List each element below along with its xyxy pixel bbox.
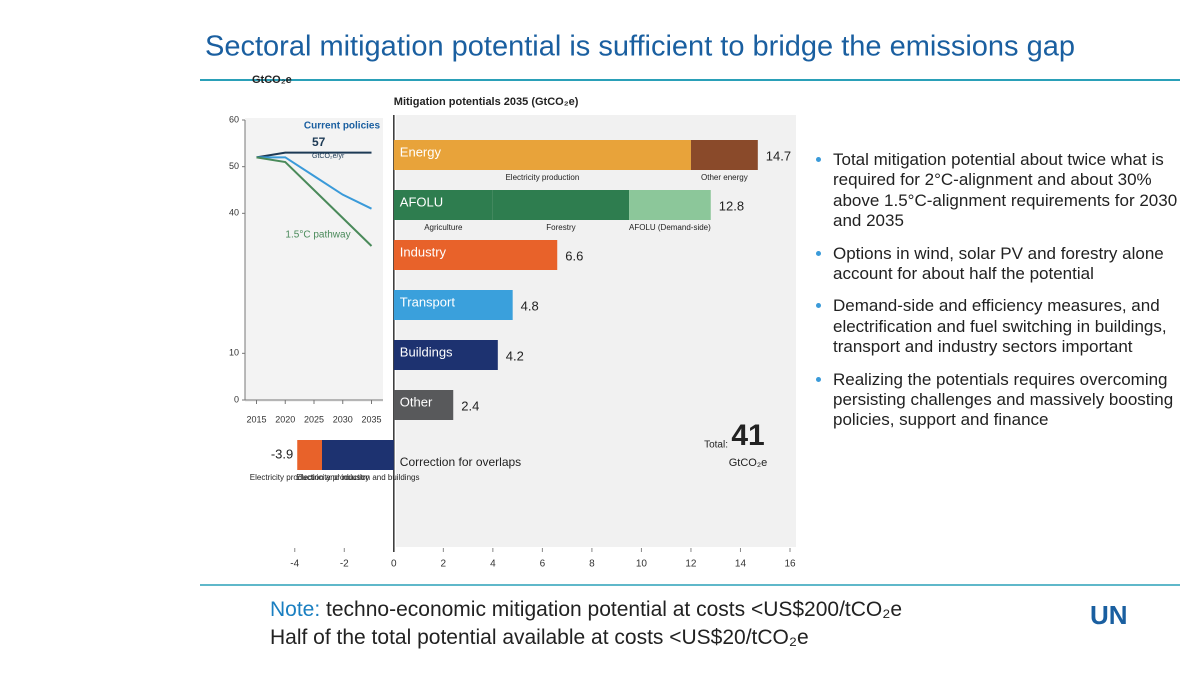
bar-segment [629,190,711,220]
slide-title: Sectoral mitigation potential is suffici… [205,31,1075,63]
segment-label: AFOLU (Demand-side) [629,223,711,232]
segment-label: Forestry [546,223,575,232]
x-tick-label: 2025 [304,414,324,424]
x-tick-label: 12 [685,559,697,570]
bar-segment [297,440,322,470]
x-tick-label: 2030 [333,414,353,424]
total-value: 41 [731,419,764,452]
note-line: Half of the total potential available at… [270,626,809,650]
series-line [256,151,372,159]
segment-label: Electricity production and buildings [296,473,419,482]
series-label: Current policies [304,121,381,132]
bar-segment [393,290,513,320]
category-label: Industry [400,244,447,259]
x-tick-label: 2 [441,559,447,570]
x-tick-label: 2015 [246,414,266,424]
series-label: 1.5°C pathway [285,230,350,241]
bar-panel [396,115,796,547]
category-label: AFOLU [400,194,443,209]
logo: UN [1090,600,1128,630]
bullet-list: Total mitigation potential about twice w… [815,150,1193,443]
annotation: 57 [312,135,326,149]
bar-segment [690,140,758,170]
segment-label: Electricity production and industry [250,473,370,482]
y-tick-label: 10 [229,348,239,358]
x-tick-label: 0 [391,559,397,570]
note: Note: techno-economic mitigation potenti… [270,596,902,653]
bar-total: 2.4 [461,398,479,413]
category-label: Other [400,394,433,409]
x-tick-label: 10 [636,559,648,570]
segment-label: Electricity production [505,173,579,182]
chart-title: Mitigation potentials 2035 (GtCO₂e) [394,96,579,108]
y-tick-label: 0 [234,394,239,404]
x-tick-label: 16 [784,559,796,570]
total-label: Total: [704,440,728,451]
bar-segment [393,190,493,220]
category-label: Transport [400,294,456,309]
series-line [256,156,372,210]
bar-segment [393,140,691,170]
bar-total: 6.6 [565,248,583,263]
bar-segment [393,390,454,420]
line-panel [245,118,383,402]
annotation: GtCO₂e/yr [312,153,345,160]
bar-total: -3.9 [271,446,293,461]
note-label: Note: [270,598,321,621]
y-tick-label: 50 [229,161,239,171]
bullet: Options in wind, solar PV and forestry a… [833,244,1193,285]
series-line [256,156,373,247]
category-label: Buildings [400,344,453,359]
x-tick-label: 14 [735,559,747,570]
total-unit: GtCO₂e [729,457,768,469]
category-label: Correction for overlaps [400,455,521,469]
bar-total: 12.8 [719,198,744,213]
bar-total: 14.7 [766,148,791,163]
x-tick-label: -2 [340,559,349,570]
x-tick-label: 8 [589,559,595,570]
segment-label: Agriculture [424,223,463,232]
bullet: Demand-side and efficiency measures, and… [833,296,1193,357]
bar-segment [492,190,630,220]
bar-segment [322,440,394,470]
bar-total: 4.2 [506,348,524,363]
x-tick-label: 2020 [275,414,295,424]
x-tick-label: 4 [490,559,496,570]
y-axis-label: GtCO₂e [252,74,292,86]
note-line: Note: techno-economic mitigation potenti… [270,596,902,624]
note-text: techno-economic mitigation potential at … [326,598,903,621]
x-tick-label: 6 [540,559,546,570]
bullet: Realizing the potentials requires overco… [833,370,1193,431]
y-tick-label: 60 [229,114,239,124]
bullet: Total mitigation potential about twice w… [833,150,1193,232]
x-tick-label: 2035 [361,414,381,424]
segment-label: Other energy [701,173,748,182]
x-tick-label: -4 [290,559,299,570]
bar-segment [393,240,558,270]
category-label: Energy [400,144,442,159]
bar-segment [393,340,498,370]
bar-total: 4.8 [521,298,539,313]
y-tick-label: 40 [229,208,239,218]
